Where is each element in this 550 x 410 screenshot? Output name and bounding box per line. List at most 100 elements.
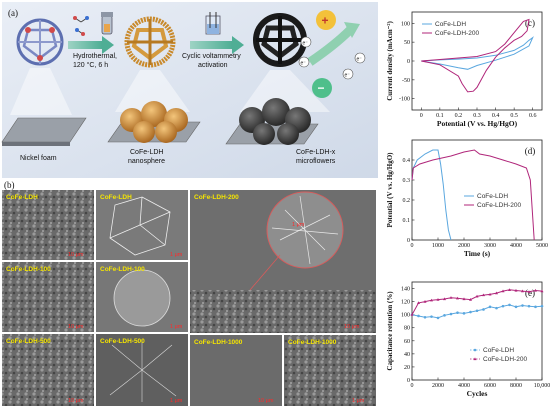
- electrochemical-cell-icon: [205, 12, 221, 35]
- y-tick-label: -100: [399, 97, 410, 103]
- data-point: [475, 309, 479, 313]
- nickel-foam-label: Nickel foam: [20, 155, 57, 162]
- ldh-label-2: nanosphere: [128, 158, 165, 165]
- data-point: [508, 303, 511, 307]
- data-point: [475, 294, 479, 298]
- sem-tile-6: [2, 334, 94, 406]
- framework-icon: [16, 18, 64, 66]
- sem-title-5: CoFe-LDH-100: [100, 266, 145, 273]
- x-tick-label: 0: [411, 383, 414, 389]
- series-line-cofe-ldh-200: [421, 18, 530, 93]
- panel-a: (a): [1, 2, 378, 178]
- x-tick-label: 0.3: [473, 113, 481, 119]
- reagent-molecules-icon: [73, 16, 89, 36]
- y-tick-label: 100: [401, 21, 410, 27]
- legend-label: CoFe-LDH-200: [483, 356, 527, 363]
- sem-title-9: CoFe-LDH-1000: [288, 339, 337, 346]
- sem-needles: [109, 340, 177, 402]
- data-point: [534, 305, 537, 309]
- ldh-framework-icon: [124, 16, 176, 68]
- data-point: [540, 304, 544, 308]
- arrow-2-icon: [190, 36, 244, 54]
- sem-scale-6: 10 μm: [68, 398, 84, 404]
- data-point: [417, 301, 420, 305]
- data-point: [521, 289, 524, 293]
- legend-marker: [473, 357, 477, 361]
- y-tick-label: 20: [404, 365, 410, 371]
- svg-text:+: +: [322, 14, 329, 28]
- hydrothermal-label: Hydrothermal,: [73, 53, 117, 60]
- y-tick-label: 60: [404, 339, 410, 345]
- y-tick-label: 0.2: [403, 198, 411, 204]
- sem-tile-3-film: [190, 290, 376, 333]
- charts: 0 0.1 0.2 0.3 0.4 0.5 0.6 -100 -50 0 50 100 Potentia…: [386, 11, 550, 398]
- y-tick-label: 140: [401, 287, 410, 293]
- autoclave-icon: [101, 12, 113, 35]
- legend-label: CoFe-LDH-200: [435, 30, 479, 37]
- x-tick-label: 0.6: [529, 113, 537, 119]
- y-tick-label: 0.1: [403, 218, 411, 224]
- panel-d-tag: (d): [525, 146, 536, 156]
- sem-title-3: CoFe-LDH-200: [194, 194, 239, 201]
- chart-frame: [411, 139, 543, 241]
- x-axis-label: Potential (V vs. Hg/HgO): [437, 119, 518, 128]
- data-point: [521, 304, 524, 307]
- ldh-nanosphere-icon: [107, 101, 201, 143]
- panel-b-tag: (b): [4, 180, 15, 190]
- y-tick-label: 100: [401, 313, 410, 319]
- sem-title-2: CoFe-LDH: [100, 194, 132, 201]
- data-point: [462, 297, 466, 301]
- data-point: [514, 305, 518, 309]
- y-tick-label: 120: [401, 300, 410, 306]
- data-point: [417, 314, 420, 318]
- data-point: [482, 293, 485, 297]
- sem-crystal-facets: [109, 196, 171, 256]
- sem-title-8: CoFe-LDH-1000: [194, 339, 243, 346]
- cv-activation-label: Cyclic voltammetry: [182, 53, 241, 60]
- x-tick-label: 6000: [484, 383, 496, 389]
- svg-text:e⁻: e⁻: [301, 61, 307, 67]
- data-point: [462, 312, 466, 315]
- light-beam-3: [240, 70, 330, 112]
- chart-c: 0 0.1 0.2 0.3 0.4 0.5 0.6 -100 -50 0 50 100 Potentia…: [386, 11, 543, 128]
- sem-title-4: CoFe-LDH-100: [6, 266, 51, 273]
- x-tick-label: 0: [420, 113, 423, 119]
- panel-a-tag: (a): [8, 8, 18, 18]
- data-point: [443, 314, 446, 317]
- chart-e: 0 2000 4000 6000 8000 10,000 0 20 40 60 80 100 120 14…: [386, 281, 550, 398]
- sem-scale-1: 10 μm: [68, 252, 84, 258]
- series-line-cofe-ldh: [411, 149, 452, 241]
- data-point: [534, 288, 537, 292]
- y-tick-label: 0: [407, 378, 410, 384]
- data-point: [456, 311, 459, 315]
- chart-d: 0 1000 2000 3000 4000 5000 0 0.1 0.2 0.3 0.4 Time (…: [386, 139, 548, 258]
- sem-scale-9: 1 μm: [352, 398, 365, 404]
- y-tick-label: 0: [407, 238, 410, 244]
- panel-b: (b) CoFe-LDH CoFe: [2, 180, 376, 406]
- svg-text:e⁻: e⁻: [303, 41, 309, 47]
- legend-marker: [473, 348, 477, 352]
- sem-scale-8: 10 μm: [258, 398, 274, 404]
- series-line-cofe-ldh: [421, 36, 534, 70]
- sem-title-1: CoFe-LDH: [6, 194, 38, 201]
- data-point: [482, 308, 485, 311]
- y-tick-label: 50: [404, 40, 410, 46]
- light-beam-2: [115, 70, 190, 112]
- data-point: [469, 298, 472, 301]
- charge-arrow-icon: [307, 22, 360, 66]
- data-point: [501, 289, 505, 293]
- light-beam-1: [10, 68, 72, 115]
- panel-c-tag: (c): [525, 18, 535, 28]
- legend-label: CoFe-LDH: [477, 193, 508, 200]
- sem-inset-leader: [249, 254, 281, 291]
- sem-sphere: [113, 269, 171, 327]
- x-tick-label: 8000: [510, 383, 522, 389]
- sem-title-7: CoFe-LDH-500: [100, 338, 145, 345]
- series-line-cofe-ldh-200: [411, 149, 535, 241]
- svg-text:−: −: [318, 81, 325, 95]
- electron-icons: e⁻ e⁻ e⁻ e⁻: [298, 36, 366, 80]
- data-point: [495, 306, 498, 310]
- y-axis-label: Current density (mAcm⁻²): [386, 21, 394, 101]
- y-tick-label: 80: [404, 326, 410, 332]
